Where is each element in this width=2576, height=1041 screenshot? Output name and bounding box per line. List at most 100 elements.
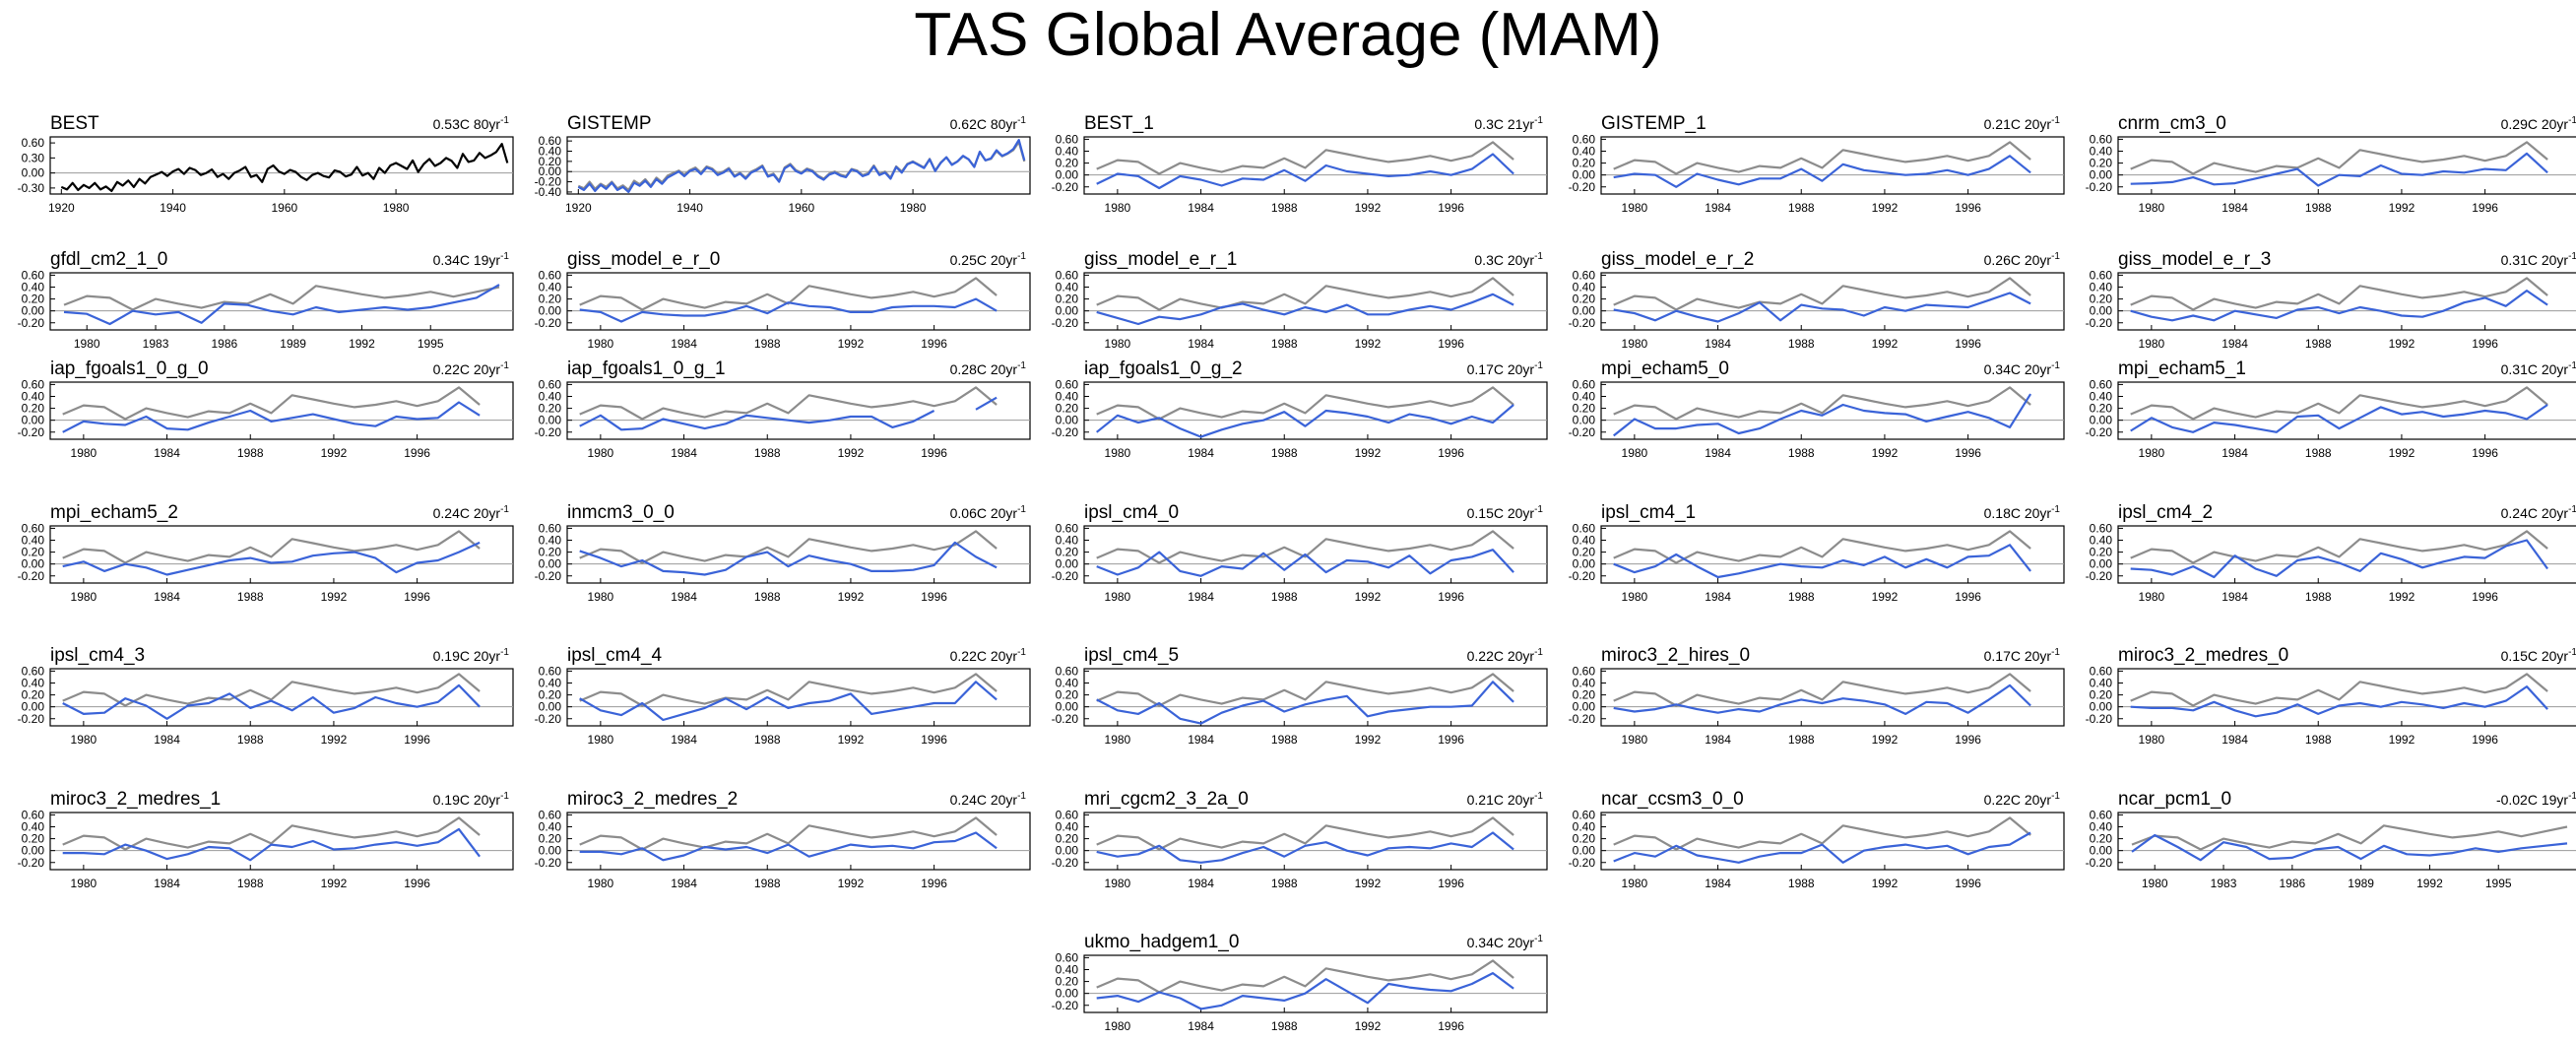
y-tick-label: -0.20 [18,712,45,726]
trend-label: 0.17C 20yr-1 [1984,647,2061,664]
x-tick-label: 1984 [2222,590,2248,604]
x-tick-label: 1992 [2416,877,2443,890]
y-tick-label: 0.40 [2090,677,2113,690]
panel-giss_model_e_r_2: 0.600.400.200.00-0.20 1980 1984 1988 1992 199… [1569,249,2065,351]
series-line-mpi_echam5_1 [2130,404,2548,433]
y-tick-label: -0.20 [535,175,562,189]
series-line-reference [1096,673,1514,707]
trend-label: 0.34C 20yr-1 [1984,360,2061,377]
x-tick-label: 1980 [1105,337,1131,351]
series-line-iap_fgoals1_0_g_2 [1096,404,1514,438]
trend-label: 0.17C 20yr-1 [1467,360,1544,377]
y-tick-label: 0.40 [539,145,562,159]
x-tick-label: 1980 [1622,201,1648,215]
y-tick-label: 0.20 [1573,157,1596,170]
y-tick-label: 0.40 [2090,390,2113,404]
plot-frame [2117,525,2576,584]
panel-giss_model_e_r_1: 0.600.400.200.00-0.20 1980 1984 1988 1992 199… [1052,249,1548,351]
y-tick-label: 0.60 [1573,268,1596,282]
x-tick-label: 1992 [838,446,865,460]
y-tick-label: 0.00 [22,414,45,427]
series-line-reference [579,386,998,421]
x-tick-label: 1988 [1788,337,1815,351]
x-tick-label: 1996 [921,877,947,890]
y-tick-label: -0.20 [18,316,45,330]
trend-unit-exponent: -1 [500,251,509,262]
y-tick-label: 0.40 [2090,534,2113,548]
x-tick-label: 1996 [1955,337,1981,351]
trend-unit-exponent: -1 [500,360,509,371]
trend-label: 0.21C 20yr-1 [1984,115,2061,132]
series-line-ukmo_hadgem1_0 [1096,972,1514,1010]
trend-unit-exponent: -1 [500,115,509,126]
y-tick-label: -0.20 [18,425,45,439]
y-tick-label: 0.00 [539,557,562,571]
panel-BEST_1: 0.600.400.200.00-0.20 1980 1984 1988 1992 199… [1052,113,1548,215]
y-tick-label: -0.20 [1569,569,1596,583]
plot-frame [49,525,514,584]
y-tick-label: 0.00 [1573,414,1596,427]
panel-ipsl_cm4_1: 0.600.400.200.00-0.20 1980 1984 1988 1992 199… [1569,502,2065,604]
trend-label: 0.22C 20yr-1 [950,647,1027,664]
plot-frame [566,668,1031,727]
y-tick-label: 0.20 [22,402,45,416]
x-tick-label: 1980 [900,201,927,215]
y-tick-label: 0.60 [1573,808,1596,821]
y-tick-label: 0.40 [1056,534,1079,548]
x-tick-label: 1980 [588,446,614,460]
panel-inmcm3_0_0: 0.600.400.200.00-0.20 1980 1984 1988 1992 199… [535,502,1031,604]
y-tick-label: -0.20 [1052,569,1079,583]
trend-label: 0.15C 20yr-1 [2501,647,2576,664]
panel-ipsl_cm4_3: 0.600.400.200.00-0.20 1980 1984 1988 1992 199… [18,645,514,747]
trend-unit-exponent: -1 [2051,647,2060,658]
panel-iap_fgoals1_0_g_1: 0.600.400.200.00-0.20 1980 1984 1988 1992 199… [535,358,1031,460]
plot-frame [2117,381,2576,440]
y-tick-label: 0.40 [22,820,45,834]
panel-mpi_echam5_0: 0.600.400.200.00-0.20 1980 1984 1988 1992 199… [1569,358,2065,460]
series-line-mpi_echam5_0 [1613,393,2032,437]
trend-unit-exponent: -1 [1017,504,1026,515]
series-line-BEST_1 [1096,153,1514,190]
series-line-gfdl_cm2_1_0 [63,284,500,326]
trend-label: 0.62C 80yr-1 [950,115,1027,132]
x-tick-label: 1996 [1438,877,1464,890]
panel-mri_cgcm2_3_2a_0: 0.600.400.200.00-0.20 1980 1984 1988 1992 199… [1052,789,1548,890]
x-tick-label: 1992 [2389,446,2415,460]
x-tick-label: 1984 [2222,733,2248,747]
x-tick-label: 1988 [1271,337,1298,351]
plot-frame [49,136,514,195]
plot-frame [1083,136,1548,195]
x-tick-label: 1988 [1271,1019,1298,1033]
y-tick-label: 0.20 [1056,157,1079,170]
trend-unit-exponent: -1 [2568,504,2576,515]
y-tick-label: 0.00 [1573,168,1596,182]
trend-label: 0.18C 20yr-1 [1984,504,2061,521]
plot-frame [2117,668,2576,727]
panel-title: ncar_ccsm3_0_0 [1601,789,1744,810]
y-tick-label: 0.20 [539,546,562,559]
x-tick-label: 1988 [237,446,264,460]
plot-frame [1083,954,1548,1013]
y-tick-label: 0.60 [2090,521,2113,535]
plot-frame [1083,668,1548,727]
panel-ncar_pcm1_0: 0.600.400.200.00-0.20 1980 1983 1986 1989 199… [2086,789,2576,890]
y-tick-label: 0.60 [1573,377,1596,391]
y-tick-label: -0.20 [1052,712,1079,726]
y-tick-label: -0.40 [535,185,562,199]
y-tick-label: 0.20 [22,293,45,306]
x-tick-label: 1996 [1955,590,1981,604]
x-tick-label: 1940 [676,201,703,215]
x-tick-label: 1980 [1622,590,1648,604]
x-tick-label: 1983 [143,337,169,351]
x-tick-label: 1980 [2139,733,2165,747]
x-tick-label: 1980 [2139,201,2165,215]
series-line-iap_fgoals1_0_g_1 [579,396,998,431]
x-tick-label: 1984 [1188,446,1214,460]
x-tick-label: 1996 [2472,733,2498,747]
trend-label: 0.53C 80yr-1 [433,115,510,132]
series-line-miroc3_2_hires_0 [1613,683,2031,715]
plot-frame [1083,272,1548,331]
y-tick-label: 0.00 [539,304,562,318]
